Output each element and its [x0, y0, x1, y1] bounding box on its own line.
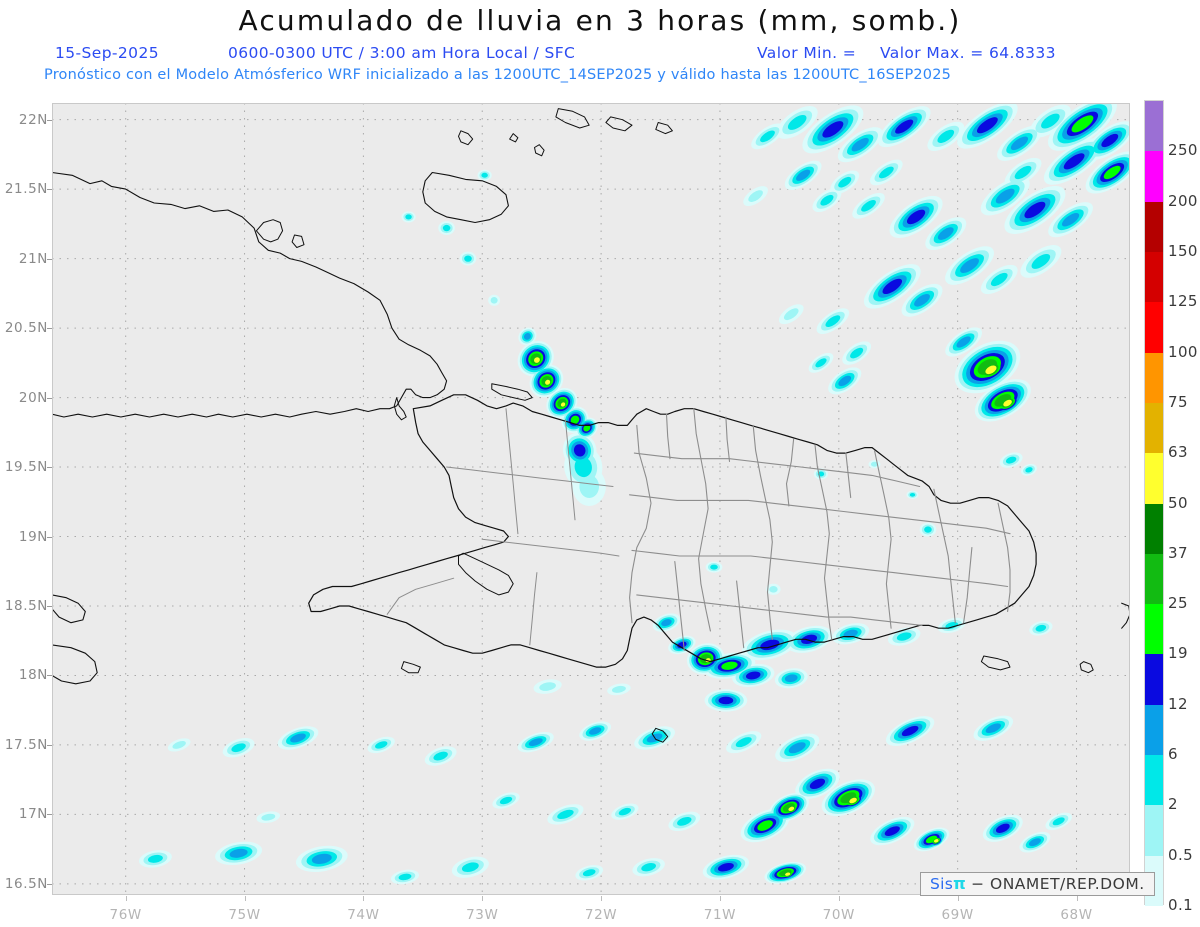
colorbar-segment: [1145, 201, 1163, 252]
colorbar-tick-label: 2: [1168, 795, 1178, 814]
value-max-label: Valor Max. = 64.8333: [880, 44, 1056, 62]
y-axis-label: 21.5N: [4, 181, 48, 198]
y-axis-tick: [47, 675, 52, 677]
x-axis-tick: [363, 896, 365, 901]
province-borders: [386, 408, 1011, 652]
forecast-date: 15-Sep-2025: [55, 44, 159, 62]
colorbar-tick-label: 150: [1168, 241, 1198, 260]
colorbar-segment: [1145, 503, 1163, 554]
y-axis-tick: [47, 744, 52, 746]
value-min-label: Valor Min. =: [757, 44, 857, 62]
colorbar-tick-label: 125: [1168, 292, 1198, 311]
y-axis-tick: [47, 883, 52, 885]
x-axis-label: 76W: [109, 907, 142, 923]
colorbar-segment: [1145, 704, 1163, 756]
x-axis-label: 71W: [703, 907, 737, 923]
colorbar-tick-label: 50: [1168, 493, 1188, 512]
agency-logo-box: Sis π − ONAMET/REP.DOM.: [920, 872, 1155, 896]
colorbar: [1144, 100, 1164, 906]
x-axis-tick: [244, 896, 246, 901]
x-axis-label: 68W: [1060, 907, 1093, 923]
x-axis-label: 75W: [228, 907, 261, 923]
x-axis-tick: [601, 896, 603, 901]
colorbar-tick-label: 250: [1168, 141, 1198, 160]
colorbar-segment: [1145, 654, 1163, 705]
x-axis-tick: [482, 896, 484, 901]
colorbar-labels: 250 200 150 125 100 75 63 50 37 25 19 12 6 2 0.5 0.1: [1168, 100, 1200, 914]
precipitation-layer: [138, 103, 1130, 885]
coastlines: [52, 108, 1130, 743]
y-axis-label: 16.5N: [4, 875, 48, 892]
model-info-line: Pronóstico con el Modelo Atmósferico WRF…: [44, 67, 952, 83]
colorbar-segment: [1145, 604, 1163, 655]
colorbar-segment: [1145, 352, 1163, 403]
logo-sis-text: Sis: [930, 875, 954, 893]
colorbar-tick-label: 200: [1168, 191, 1198, 210]
colorbar-tick-label: 37: [1168, 543, 1188, 562]
colorbar-tick-label: 25: [1168, 594, 1188, 613]
y-axis-tick: [47, 605, 52, 607]
rainfall-map[interactable]: [52, 103, 1130, 895]
x-axis-label: 70W: [822, 907, 855, 923]
map-canvas: [52, 103, 1130, 895]
y-axis-tick: [47, 189, 52, 191]
colorbar-tick-label: 63: [1168, 443, 1188, 462]
colorbar-tick-label: 19: [1168, 644, 1188, 663]
y-axis-tick: [47, 258, 52, 260]
y-axis-label: 22N: [18, 111, 48, 128]
x-axis-tick: [957, 896, 959, 901]
y-axis-label: 19N: [18, 528, 48, 545]
y-axis-tick: [47, 328, 52, 330]
y-axis-label: 20.5N: [4, 320, 48, 337]
x-axis-label: 72W: [584, 907, 618, 923]
colorbar-tick-label: 75: [1168, 392, 1188, 411]
forecast-period: 0600-0300 UTC / 3:00 am Hora Local / SFC: [228, 44, 576, 62]
colorbar-segment: [1145, 553, 1163, 605]
y-axis-label: 17.5N: [4, 736, 48, 753]
colorbar-segment: [1145, 402, 1163, 454]
x-axis-tick: [719, 896, 721, 901]
x-axis-label: 73W: [466, 907, 499, 923]
y-axis-tick: [47, 814, 52, 816]
colorbar-tick-label: 0.5: [1168, 845, 1194, 864]
colorbar-segment: [1145, 755, 1163, 806]
y-axis-label: 18.5N: [4, 597, 48, 614]
colorbar-tick-label: 0.1: [1168, 896, 1194, 914]
colorbar-segment: [1145, 302, 1163, 353]
colorbar-segment: [1145, 251, 1163, 303]
page-title: Acumulado de lluvia en 3 horas (mm, somb…: [238, 4, 962, 37]
logo-pi-icon: π: [953, 873, 967, 893]
colorbar-segment: [1145, 805, 1163, 856]
y-axis-label: 18N: [18, 667, 48, 684]
y-axis-tick: [47, 397, 52, 399]
x-axis-tick: [1076, 896, 1078, 901]
y-axis-label: 21N: [18, 250, 48, 267]
x-axis-tick: [125, 896, 127, 901]
y-axis-tick: [47, 119, 52, 121]
colorbar-segment: [1145, 453, 1163, 504]
colorbar-segment: [1145, 151, 1163, 202]
colorbar-tick-label: 100: [1168, 342, 1198, 361]
chart-header: Acumulado de lluvia en 3 horas (mm, somb…: [0, 0, 1200, 95]
y-axis-label: 20N: [18, 389, 48, 406]
colorbar-segment: [1145, 101, 1163, 152]
x-axis-label: 69W: [941, 907, 974, 923]
y-axis-label: 17N: [18, 806, 48, 823]
colorbar-tick-label: 12: [1168, 694, 1188, 713]
map-gridlines: [52, 103, 1130, 895]
y-axis-tick: [47, 467, 52, 469]
y-axis-label: 19.5N: [4, 459, 48, 476]
colorbar-tick-label: 6: [1168, 745, 1178, 764]
logo-org-text: − ONAMET/REP.DOM.: [971, 875, 1145, 893]
y-axis-tick: [47, 536, 52, 538]
x-axis-label: 74W: [347, 907, 380, 923]
x-axis-tick: [838, 896, 840, 901]
